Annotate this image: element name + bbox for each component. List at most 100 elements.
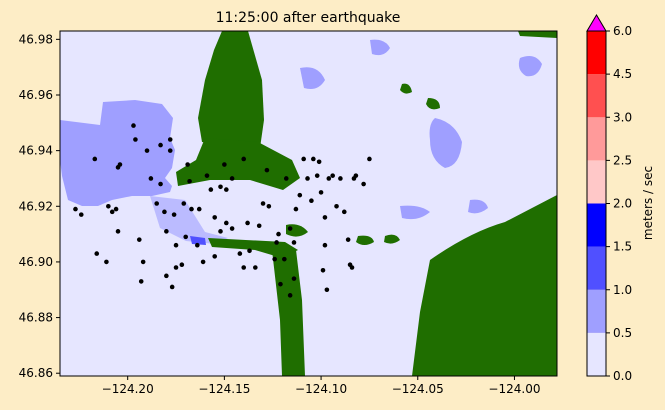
gauge-point	[189, 206, 194, 212]
gauge-point	[92, 156, 98, 162]
colorbar-segment	[587, 203, 606, 247]
flow-fast-patch	[190, 236, 206, 245]
gauge-point	[341, 209, 347, 215]
land-north-spit	[198, 31, 264, 148]
gauge-points	[73, 123, 372, 298]
gauge-point	[272, 256, 277, 262]
gauge-point	[106, 203, 111, 209]
gauge-point	[104, 259, 109, 265]
land-islet-2	[426, 98, 440, 110]
gauge-point	[164, 229, 169, 234]
gauge-point	[241, 156, 247, 162]
gauge-point	[115, 229, 121, 234]
gauge-point	[162, 209, 167, 215]
flow-region-north-2	[300, 67, 325, 89]
gauge-point	[314, 173, 320, 178]
gauge-point	[158, 181, 163, 187]
gauge-point	[287, 226, 293, 231]
gauge-point	[181, 201, 187, 206]
gauge-point	[173, 265, 179, 270]
gauge-point	[195, 242, 200, 248]
gauge-point	[318, 190, 324, 195]
colorbar-segment	[587, 160, 606, 204]
gauge-point	[338, 176, 343, 181]
colorbar-segment	[587, 246, 606, 290]
colorbar-tick-label: 1.5	[613, 240, 632, 254]
flow-region-mid-2	[468, 199, 488, 214]
gauge-point	[212, 215, 218, 220]
flow-region-channel	[150, 196, 228, 244]
y-tick-label: 46.86	[19, 366, 53, 380]
land-south-spit	[272, 250, 305, 376]
y-tick-label: 46.88	[19, 311, 53, 325]
flow-region-northeast	[429, 118, 462, 168]
gauge-point	[266, 203, 272, 209]
gauge-point	[208, 187, 214, 192]
gauge-point	[237, 251, 243, 256]
gauge-point	[353, 173, 359, 178]
gauge-point	[293, 206, 299, 212]
map-area	[60, 31, 557, 376]
gauge-point	[253, 265, 258, 270]
gauge-point	[229, 226, 235, 231]
gauge-point	[164, 273, 169, 279]
colorbar-extend-arrow	[586, 14, 607, 32]
gauge-point	[94, 251, 100, 256]
gauge-point	[247, 248, 252, 254]
gauge-point	[330, 173, 335, 178]
x-tick-label: −124.15	[198, 382, 250, 396]
x-tick-label: −124.20	[102, 382, 154, 396]
colorbar-tick-label: 6.0	[613, 24, 632, 38]
gauge-point	[311, 156, 316, 162]
y-tick-label: 46.90	[19, 255, 53, 269]
colorbar-segment	[587, 74, 606, 118]
gauge-point	[167, 148, 173, 153]
gauge-point	[136, 237, 142, 242]
gauge-point	[326, 176, 332, 181]
y-axis: 46.86 46.88 46.90 46.92 46.94 46.96 46.98	[19, 32, 60, 380]
gauge-point	[291, 240, 297, 245]
colorbar-tick-label: 0.0	[613, 369, 632, 383]
colorbar-segment	[587, 117, 606, 161]
gauge-point	[224, 187, 229, 192]
x-tick-label: −124.00	[488, 382, 540, 396]
gauge-point	[183, 234, 189, 240]
gauge-point	[229, 176, 235, 181]
gauge-point	[169, 284, 175, 290]
flow-region-mid	[400, 205, 430, 220]
gauge-point	[200, 259, 206, 265]
colorbar-segment	[587, 332, 606, 376]
y-tick-label: 46.92	[19, 199, 53, 213]
x-tick-label: −124.10	[295, 382, 347, 396]
gauge-point	[144, 148, 150, 153]
gauge-point	[179, 262, 185, 268]
gauge-point	[78, 212, 84, 217]
flow-region-west	[60, 100, 175, 206]
gauge-point	[283, 176, 289, 181]
gauge-point	[218, 184, 223, 190]
gauge-point	[218, 229, 223, 234]
chart-title: 11:25:00 after earthquake	[216, 10, 401, 26]
colorbar: 0.0 0.5 1.0 1.5 2.0 2.5 3.0 4.5 6.0	[586, 14, 632, 383]
gauge-point	[245, 220, 250, 226]
gauge-point	[274, 240, 279, 245]
gauge-point	[316, 159, 322, 165]
gauge-point	[204, 173, 210, 178]
gauge-point	[117, 162, 123, 167]
gauge-point	[73, 206, 78, 212]
gauge-point	[167, 137, 173, 142]
gauge-point	[334, 203, 339, 209]
gauge-point	[140, 259, 146, 265]
gauge-point	[287, 293, 293, 298]
land-islet-1	[400, 83, 412, 94]
gauge-point	[158, 142, 163, 148]
colorbar-segment	[587, 31, 606, 75]
colorbar-tick-label: 3.0	[613, 110, 632, 124]
gauge-point	[109, 209, 115, 215]
land-southeast	[412, 195, 557, 376]
gauge-point	[320, 267, 326, 273]
gauge-point	[148, 176, 154, 181]
gauge-point	[222, 162, 227, 167]
flow-region-north-3	[370, 39, 390, 56]
